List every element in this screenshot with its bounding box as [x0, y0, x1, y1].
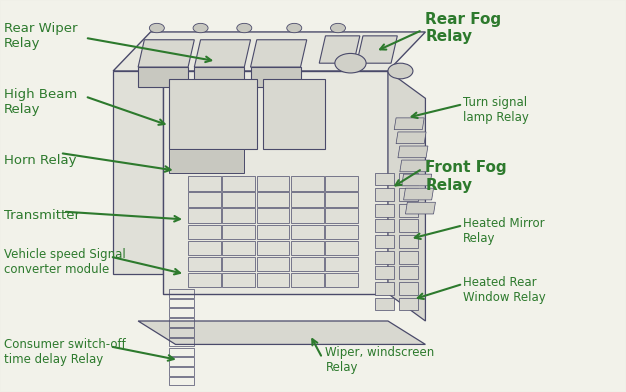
Circle shape	[287, 24, 302, 33]
Polygon shape	[399, 235, 418, 248]
Polygon shape	[188, 256, 220, 271]
Polygon shape	[326, 256, 358, 271]
Circle shape	[388, 63, 413, 79]
Polygon shape	[188, 209, 220, 223]
Polygon shape	[399, 266, 418, 279]
Polygon shape	[326, 192, 358, 207]
Polygon shape	[222, 241, 255, 255]
Circle shape	[237, 24, 252, 33]
Polygon shape	[326, 209, 358, 223]
Polygon shape	[138, 321, 426, 345]
Polygon shape	[113, 71, 163, 274]
Polygon shape	[399, 204, 418, 217]
Text: Rear Wiper
Relay: Rear Wiper Relay	[4, 22, 78, 50]
Polygon shape	[222, 192, 255, 207]
Polygon shape	[113, 32, 426, 71]
Polygon shape	[291, 272, 324, 287]
Polygon shape	[188, 272, 220, 287]
Polygon shape	[257, 209, 289, 223]
Polygon shape	[404, 188, 434, 200]
Polygon shape	[326, 241, 358, 255]
Polygon shape	[222, 272, 255, 287]
Polygon shape	[399, 220, 418, 232]
Polygon shape	[376, 298, 394, 310]
Polygon shape	[194, 40, 250, 67]
Text: Wiper, windscreen
Relay: Wiper, windscreen Relay	[326, 346, 434, 374]
Text: Consumer switch-off
time delay Relay: Consumer switch-off time delay Relay	[4, 338, 126, 366]
Polygon shape	[326, 176, 358, 191]
Polygon shape	[400, 160, 430, 172]
Polygon shape	[222, 256, 255, 271]
Polygon shape	[326, 225, 358, 240]
Polygon shape	[250, 67, 300, 87]
Polygon shape	[406, 202, 436, 214]
Polygon shape	[376, 251, 394, 263]
Circle shape	[335, 53, 366, 73]
Polygon shape	[376, 204, 394, 217]
Polygon shape	[257, 256, 289, 271]
Polygon shape	[376, 282, 394, 295]
Text: High Beam
Relay: High Beam Relay	[4, 88, 77, 116]
Polygon shape	[222, 176, 255, 191]
Text: Rear Fog
Relay: Rear Fog Relay	[426, 12, 501, 44]
Polygon shape	[138, 40, 194, 67]
Polygon shape	[291, 225, 324, 240]
Polygon shape	[376, 220, 394, 232]
Polygon shape	[291, 209, 324, 223]
Polygon shape	[138, 67, 188, 87]
Polygon shape	[396, 132, 426, 143]
Text: Heated Mirror
Relay: Heated Mirror Relay	[463, 217, 545, 245]
Polygon shape	[257, 225, 289, 240]
Circle shape	[331, 24, 346, 33]
Text: Transmitter: Transmitter	[4, 209, 80, 222]
Text: Front Fog
Relay: Front Fog Relay	[426, 160, 507, 193]
Polygon shape	[376, 172, 394, 185]
Polygon shape	[291, 256, 324, 271]
Polygon shape	[257, 241, 289, 255]
Polygon shape	[399, 251, 418, 263]
Polygon shape	[188, 176, 220, 191]
Polygon shape	[399, 188, 418, 201]
Polygon shape	[376, 266, 394, 279]
Polygon shape	[291, 192, 324, 207]
Polygon shape	[194, 67, 244, 87]
Polygon shape	[188, 241, 220, 255]
Circle shape	[150, 24, 165, 33]
Polygon shape	[170, 149, 244, 172]
Polygon shape	[170, 79, 257, 149]
Polygon shape	[257, 176, 289, 191]
Polygon shape	[222, 209, 255, 223]
Text: Horn Relay: Horn Relay	[4, 154, 76, 167]
Polygon shape	[357, 36, 398, 63]
Polygon shape	[376, 235, 394, 248]
Polygon shape	[402, 174, 432, 186]
Polygon shape	[250, 40, 307, 67]
Polygon shape	[222, 225, 255, 240]
Polygon shape	[163, 71, 388, 294]
Text: Heated Rear
Window Relay: Heated Rear Window Relay	[463, 276, 546, 304]
Polygon shape	[399, 298, 418, 310]
Polygon shape	[257, 192, 289, 207]
Polygon shape	[394, 118, 424, 130]
Polygon shape	[257, 272, 289, 287]
Polygon shape	[399, 172, 418, 185]
Circle shape	[193, 24, 208, 33]
Text: Vehicle speed Signal
converter module: Vehicle speed Signal converter module	[4, 249, 126, 276]
Polygon shape	[188, 225, 220, 240]
Text: Turn signal
lamp Relay: Turn signal lamp Relay	[463, 96, 529, 124]
Polygon shape	[319, 36, 360, 63]
Polygon shape	[399, 282, 418, 295]
Polygon shape	[388, 71, 426, 321]
Polygon shape	[398, 146, 428, 158]
Polygon shape	[263, 79, 326, 149]
Polygon shape	[376, 188, 394, 201]
Polygon shape	[291, 241, 324, 255]
Polygon shape	[188, 192, 220, 207]
Polygon shape	[326, 272, 358, 287]
Polygon shape	[291, 176, 324, 191]
